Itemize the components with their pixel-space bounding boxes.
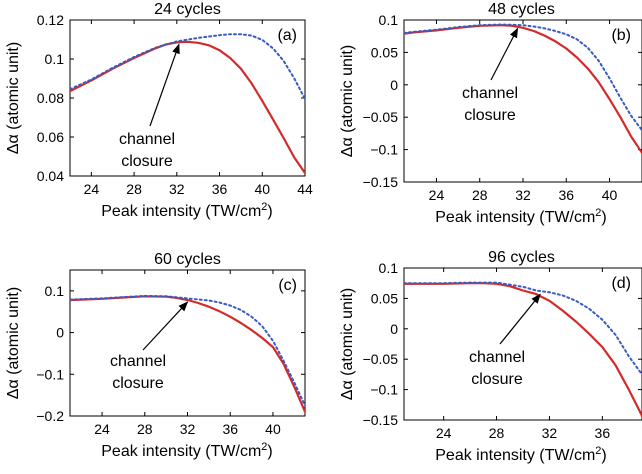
- x-tick-label: 24: [436, 425, 452, 441]
- panel-d: 24 28 32 36 −0.15 −0.1 −0.05 0 0.05 0.1 96 cycles (…: [339, 249, 642, 464]
- y-tick-label: −0.15: [363, 174, 399, 190]
- x-tick-label: 24: [94, 421, 110, 437]
- panel-letter-label: (d): [611, 275, 631, 292]
- x-tick-label: 36: [222, 421, 238, 437]
- annotation-text: channel: [462, 85, 518, 102]
- y-tick-label: 0.1: [45, 283, 65, 299]
- x-axis-label: Peak intensity (TW/cm2): [435, 445, 606, 464]
- panel-c: 24 28 32 36 40 −0.2 −0.1 0 0.1 60 cycles (c) Δα (at…: [5, 251, 306, 460]
- x-tick-label: 32: [169, 181, 185, 197]
- y-tick-label: −0.2: [36, 408, 64, 424]
- x-tick-label: 28: [137, 421, 153, 437]
- y-tick-label: −0.1: [370, 142, 398, 158]
- y-tick-label: 0.04: [37, 168, 64, 184]
- y-tick-label: 0: [390, 321, 398, 337]
- x-tick-label: 32: [542, 425, 558, 441]
- y-tick-label: 0.06: [37, 129, 64, 145]
- y-axis-label: Δα (atomic unit): [5, 287, 22, 399]
- x-tick-label: 24: [429, 187, 445, 203]
- series-line-dotted: [404, 281, 642, 376]
- x-axis-label: Peak intensity (TW/cm2): [101, 441, 272, 460]
- panel-title: 48 cycles: [488, 1, 555, 18]
- x-tick-label: 40: [602, 187, 618, 203]
- annotation-text: closure: [464, 107, 516, 124]
- x-tick-label: 36: [595, 425, 611, 441]
- y-tick-label: −0.1: [36, 366, 64, 382]
- x-tick-label: 24: [84, 181, 100, 197]
- annotation-text: channel: [119, 131, 175, 148]
- series-line-dotted: [70, 33, 305, 100]
- x-tick-label: 32: [180, 421, 196, 437]
- y-tick-label: 0.1: [379, 260, 399, 276]
- series-line-solid: [70, 40, 305, 175]
- annotation-text: channel: [469, 349, 525, 366]
- panel-title: 60 cycles: [154, 251, 221, 268]
- plot-frame: [403, 19, 642, 183]
- series-line-solid: [70, 295, 305, 413]
- x-tick-label: 28: [489, 425, 505, 441]
- y-tick-label: −0.05: [363, 351, 399, 367]
- y-axis-label: Δα (atomic unit): [339, 288, 356, 400]
- y-tick-label: 0.1: [45, 51, 65, 67]
- annotation-arrow: [142, 301, 189, 351]
- x-tick-label: 36: [558, 187, 574, 203]
- annotation-text: closure: [121, 153, 173, 170]
- x-tick-label: 40: [254, 181, 270, 197]
- y-axis-label: Δα (atomic unit): [339, 45, 356, 157]
- y-tick-label: 0.1: [379, 12, 399, 28]
- annotation-text: channel: [110, 353, 166, 370]
- annotation-arrow: [490, 27, 519, 81]
- y-tick-label: 0.05: [371, 44, 398, 60]
- y-tick-label: 0.08: [37, 90, 64, 106]
- y-tick-label: −0.1: [370, 382, 398, 398]
- x-tick-label: 32: [515, 187, 531, 203]
- x-tick-label: 40: [265, 421, 281, 437]
- y-tick-label: 0: [390, 77, 398, 93]
- y-tick-label: 0.05: [371, 290, 398, 306]
- x-axis-label: Peak intensity (TW/cm2): [435, 207, 606, 226]
- x-axis-label: Peak intensity (TW/cm2): [101, 201, 272, 220]
- annotation-text: closure: [112, 375, 164, 392]
- annotation-text: closure: [471, 371, 523, 388]
- panel-a: 24 28 32 36 40 44 0.04 0.06 0.08 0.1 0.12 24 cycles…: [5, 1, 313, 220]
- panel-title: 96 cycles: [488, 249, 555, 266]
- annotation-arrow: [149, 43, 180, 127]
- x-tick-label: 44: [297, 181, 313, 197]
- series-line-solid: [404, 24, 642, 154]
- panel-letter-label: (b): [611, 27, 631, 44]
- series-line-dotted: [404, 23, 642, 132]
- y-tick-label: −0.05: [363, 109, 399, 125]
- series-line-dotted: [70, 294, 305, 407]
- x-tick-label: 36: [212, 181, 228, 197]
- panel-letter-label: (a): [277, 27, 297, 44]
- y-tick-label: 0: [56, 325, 64, 341]
- y-axis-label: Δα (atomic unit): [5, 42, 22, 154]
- panel-title: 24 cycles: [154, 1, 221, 18]
- plot-frame: [403, 267, 642, 421]
- plot-frame: [69, 19, 306, 177]
- panel-b: 24 28 32 36 40 −0.15 −0.1 −0.05 0 0.05 0.1 48 cycle…: [339, 1, 642, 226]
- panel-letter-label: (c): [278, 277, 297, 294]
- y-tick-label: 0.12: [37, 12, 64, 28]
- x-tick-label: 28: [472, 187, 488, 203]
- x-tick-label: 28: [126, 181, 142, 197]
- annotation-arrow: [499, 293, 541, 345]
- y-tick-label: −0.15: [363, 412, 399, 428]
